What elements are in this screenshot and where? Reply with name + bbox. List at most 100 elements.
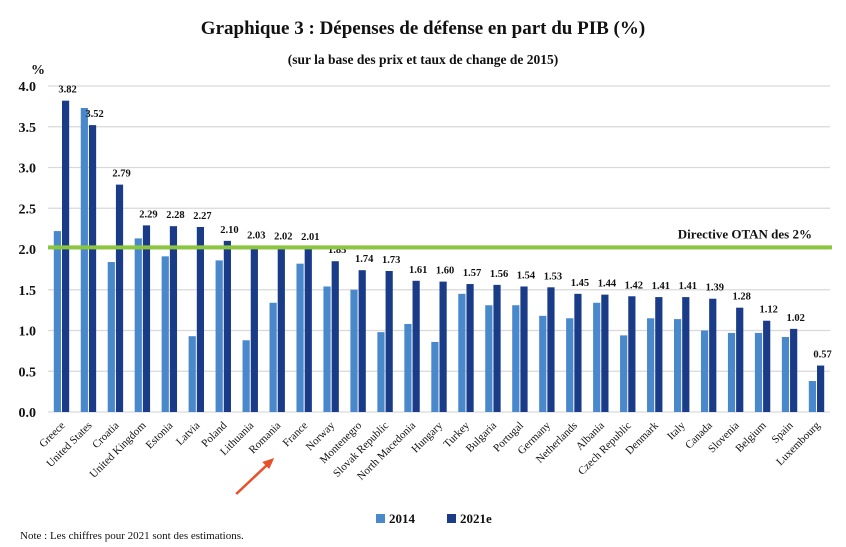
bar-2021e [763, 320, 771, 412]
bar-2021e [601, 294, 609, 412]
bar-2014 [215, 260, 223, 412]
bar-2014 [593, 302, 601, 412]
bar-2021e [250, 246, 258, 412]
bar-2021e [196, 226, 205, 412]
data-label: 2.29 [139, 209, 157, 220]
bar-2021e [736, 307, 744, 412]
data-label: 3.52 [85, 109, 103, 120]
bar-2021e [493, 284, 501, 412]
bar-2021e [358, 270, 366, 412]
bar-2014 [808, 381, 817, 412]
data-label: 1.42 [625, 280, 643, 291]
data-label: 0.57 [813, 350, 831, 361]
data-label: 1.74 [355, 254, 374, 265]
data-label: 2.79 [112, 169, 130, 180]
data-label: 1.57 [463, 268, 481, 279]
bar-2021e [574, 293, 582, 412]
arrow-icon [235, 461, 272, 495]
x-tick-label: Italy [665, 419, 688, 442]
data-label: 2.02 [274, 231, 292, 242]
bar-2021e [439, 281, 447, 412]
bar-2014 [647, 318, 655, 412]
data-label: 1.41 [679, 281, 697, 292]
bar-2021e [304, 248, 312, 412]
bar-2021e [385, 271, 393, 412]
bar-2021e [817, 365, 825, 412]
data-label: 1.60 [436, 266, 454, 277]
data-label: 1.41 [652, 281, 670, 292]
bar-2014 [188, 336, 196, 412]
bar-2014 [431, 341, 439, 412]
bar-2014 [539, 315, 547, 412]
data-label: 1.45 [571, 278, 589, 289]
bar-2021e [520, 286, 528, 412]
bar-2014 [512, 305, 520, 412]
data-label: 2.10 [220, 225, 238, 236]
y-tick-label: 3.0 [19, 162, 37, 177]
bar-2021e [142, 225, 151, 412]
legend-label: 2014 [389, 511, 416, 526]
data-label: 2.27 [193, 211, 211, 222]
x-tick-label: Latvia [174, 420, 202, 448]
data-label: 2.03 [247, 231, 265, 242]
bar-2014 [323, 286, 331, 412]
bar-2014 [80, 108, 88, 412]
bar-2021e [331, 261, 339, 412]
y-tick-label: 2.0 [19, 243, 37, 258]
data-label: 1.44 [598, 279, 617, 290]
data-label: 1.61 [409, 265, 427, 276]
data-label: 1.12 [759, 305, 777, 316]
bar-2014 [107, 262, 115, 412]
bar-2021e [655, 297, 663, 412]
bar-2014 [727, 332, 736, 412]
data-label: 2.01 [301, 232, 319, 243]
data-label: 1.53 [544, 271, 562, 282]
y-tick-label: 3.5 [19, 121, 37, 136]
footnote: Note : Les chiffres pour 2021 sont des e… [20, 530, 244, 542]
bar-2014 [700, 330, 709, 412]
bar-2014 [269, 302, 277, 412]
bar-2021e [709, 298, 717, 412]
y-tick-label: 2.5 [19, 202, 37, 217]
y-tick-label: 4.0 [19, 80, 37, 95]
bar-2014 [161, 256, 169, 412]
y-axis-label: % [31, 63, 45, 78]
reference-line-label: Directive OTAN des 2% [678, 226, 812, 241]
bar-2021e [790, 328, 798, 412]
x-tick-label: Belgium [733, 419, 769, 455]
bar-2014 [673, 319, 682, 412]
bar-2021e [412, 280, 420, 412]
data-label: 1.28 [733, 292, 751, 303]
bar-2021e [466, 284, 474, 412]
bar-2014 [296, 263, 304, 412]
data-label: 1.39 [706, 283, 724, 294]
bar-2021e [277, 247, 285, 412]
bar-2014 [53, 231, 61, 412]
bar-2021e [61, 100, 70, 413]
bar-2021e [223, 240, 231, 412]
bar-2021e [169, 226, 178, 412]
data-label: 3.82 [58, 85, 76, 96]
legend-swatch [376, 514, 385, 523]
bar-2021e [88, 125, 97, 413]
legend-label: 2021e [460, 511, 492, 526]
y-tick-label: 1.5 [19, 284, 37, 299]
y-tick-label: 0.5 [19, 365, 37, 380]
bar-2014 [754, 332, 763, 412]
data-label: 2.28 [166, 210, 184, 221]
data-label: 1.02 [786, 313, 804, 324]
bar-2021e [682, 297, 690, 412]
data-label: 1.56 [490, 269, 508, 280]
legend-swatch [447, 514, 456, 523]
bar-2014 [566, 318, 574, 412]
bar-2021e [115, 184, 124, 412]
bar-2014 [485, 305, 493, 412]
chart-title: Graphique 3 : Dépenses de défense en par… [200, 18, 646, 39]
data-label: 1.54 [517, 270, 536, 281]
bar-2014 [377, 332, 385, 412]
y-tick-label: 0.0 [19, 406, 37, 421]
x-tick-label: Hungary [409, 419, 445, 455]
bar-2014 [350, 289, 358, 412]
